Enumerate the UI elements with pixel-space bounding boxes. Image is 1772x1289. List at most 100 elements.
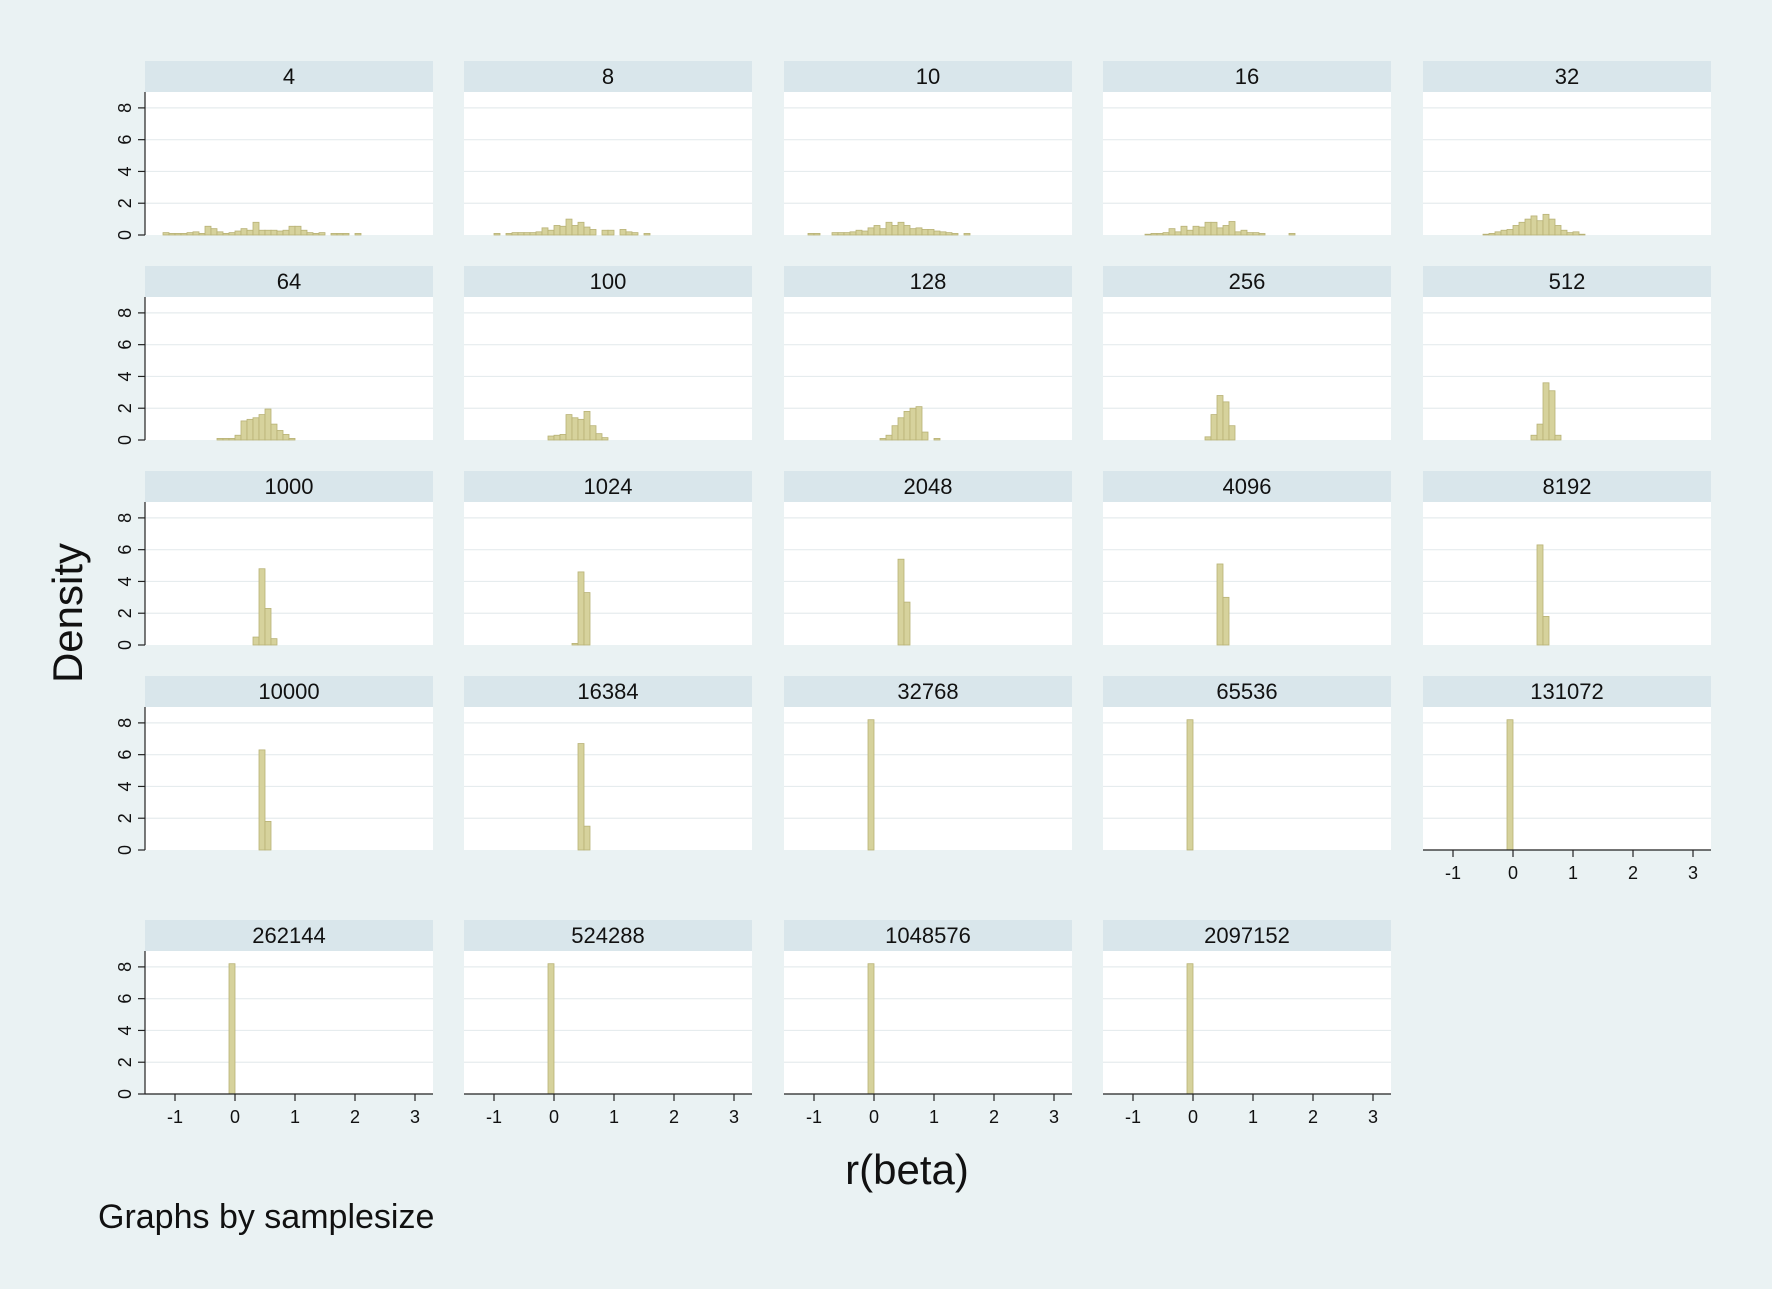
histogram-bar xyxy=(354,233,362,236)
panel-strip-label: 256 xyxy=(1229,269,1266,294)
histogram-bar xyxy=(1542,213,1550,236)
histogram-bar xyxy=(234,230,242,236)
histogram-bar xyxy=(867,227,875,236)
y-tick-label: 6 xyxy=(115,340,135,350)
histogram-bar xyxy=(1204,221,1212,236)
histogram-bar xyxy=(1204,436,1212,441)
histogram-bar xyxy=(228,963,236,1095)
panel-strip-label: 16384 xyxy=(577,679,638,704)
panel-4096: 4096 xyxy=(1103,471,1391,646)
panel-32: 32 xyxy=(1423,61,1711,236)
histogram-bar xyxy=(535,231,543,236)
histogram-bar xyxy=(1488,233,1496,236)
histogram-bar xyxy=(921,229,929,236)
x-tick-label: 0 xyxy=(549,1107,559,1127)
panel-strip-label: 32 xyxy=(1555,64,1579,89)
panel-strip xyxy=(464,471,752,502)
x-tick-label: 2 xyxy=(989,1107,999,1127)
histogram-bar xyxy=(306,232,314,236)
histogram-bar xyxy=(186,232,194,236)
panel-16: 16 xyxy=(1103,61,1391,236)
panel-plot-area xyxy=(145,92,433,235)
histogram-bar xyxy=(1524,218,1532,236)
histogram-bar xyxy=(553,434,561,441)
histogram-bar xyxy=(577,221,585,236)
histogram-bar xyxy=(204,225,212,236)
histogram-bar xyxy=(909,228,917,236)
histogram-bar xyxy=(813,233,821,236)
histogram-bar xyxy=(885,221,893,236)
panel-plot-area xyxy=(1423,297,1711,440)
histogram-bar xyxy=(1548,390,1556,441)
histogram-bar xyxy=(216,438,224,441)
histogram-bar xyxy=(517,232,525,236)
histogram-bar xyxy=(1156,233,1164,236)
histogram-bar xyxy=(336,233,344,236)
histogram-bar xyxy=(1530,215,1538,236)
histogram-bar xyxy=(903,225,911,236)
histogram-bar xyxy=(939,231,947,236)
panel-plot-area xyxy=(145,502,433,645)
panel-strip-label: 65536 xyxy=(1216,679,1277,704)
histogram-bar xyxy=(288,225,296,236)
panel-strip xyxy=(1423,266,1711,297)
histogram-bar xyxy=(1198,226,1206,236)
histogram-bar xyxy=(228,232,236,236)
panel-plot-area xyxy=(464,92,752,235)
histogram-bar xyxy=(897,221,905,236)
histogram-bar xyxy=(607,229,615,236)
histogram-bar xyxy=(1530,434,1538,441)
panel-64: 64 0 2 4 6 8 xyxy=(115,266,433,445)
x-tick-label: -1 xyxy=(486,1107,502,1127)
histogram-bar xyxy=(264,821,272,851)
histogram-bar xyxy=(174,233,182,236)
histogram-bar xyxy=(571,225,579,236)
panel-strip-label: 16 xyxy=(1235,64,1259,89)
x-tick-label: 1 xyxy=(290,1107,300,1127)
histogram-bar xyxy=(1180,225,1188,236)
histogram-bar xyxy=(843,232,851,236)
histogram-bar xyxy=(511,232,519,236)
x-tick-label: 0 xyxy=(869,1107,879,1127)
histogram-bar xyxy=(222,438,230,441)
y-axis-title: Density xyxy=(44,543,91,683)
histogram-bar xyxy=(559,225,567,236)
panel-plot-area xyxy=(1423,502,1711,645)
histogram-bar xyxy=(1572,231,1580,236)
y-tick-label: 8 xyxy=(115,308,135,318)
x-tick-label: 3 xyxy=(729,1107,739,1127)
y-tick-label: 4 xyxy=(115,576,135,586)
histogram-bar xyxy=(1506,719,1514,851)
panel-strip-label: 10 xyxy=(916,64,940,89)
histogram-bar xyxy=(168,233,176,236)
histogram-bar xyxy=(1144,233,1152,236)
panel-strip-label: 100 xyxy=(590,269,627,294)
histogram-bar xyxy=(903,601,911,646)
panel-plot-area xyxy=(784,707,1072,850)
histogram-bar xyxy=(867,719,875,851)
panel-strip xyxy=(1423,61,1711,92)
panel-plot-area xyxy=(1423,707,1711,850)
panel-strip-label: 1024 xyxy=(584,474,633,499)
histogram-bar xyxy=(867,963,875,1095)
panel-strip xyxy=(1103,676,1391,707)
x-tick-label: 3 xyxy=(1368,1107,1378,1127)
histogram-bar xyxy=(903,410,911,441)
x-axis-title: r(beta) xyxy=(845,1146,969,1193)
histogram-bar xyxy=(571,417,579,441)
histogram-bar xyxy=(252,417,260,441)
y-tick-label: 2 xyxy=(115,198,135,208)
panel-strip xyxy=(1103,471,1391,502)
histogram-bar xyxy=(831,232,839,236)
histogram-bar xyxy=(933,438,941,441)
histogram-bar xyxy=(1222,401,1230,441)
y-tick-label: 2 xyxy=(115,1057,135,1067)
histogram-bar xyxy=(601,229,609,236)
panel-1024: 1024 xyxy=(464,471,752,646)
panel-plot-area xyxy=(464,707,752,850)
panel-plot-area xyxy=(1103,951,1391,1094)
histogram-bar xyxy=(162,232,170,236)
panel-strip xyxy=(145,676,433,707)
